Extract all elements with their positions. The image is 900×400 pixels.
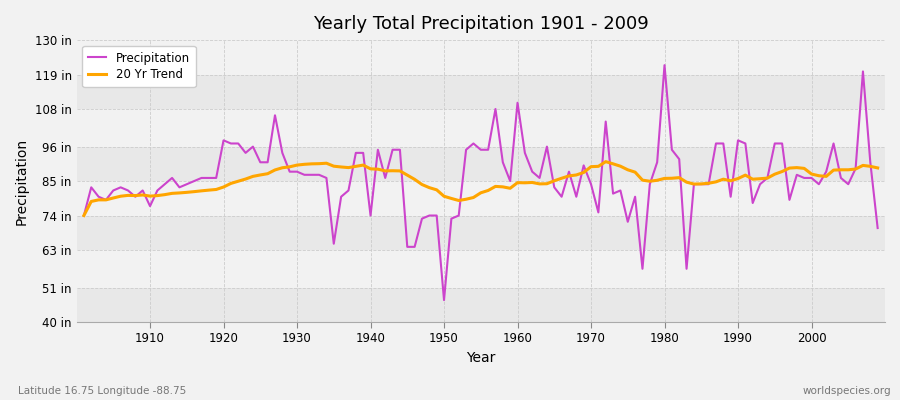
20 Yr Trend [343, 165, 354, 170]
Precipitation [299, 172, 310, 177]
Text: Latitude 16.75 Longitude -88.75: Latitude 16.75 Longitude -88.75 [18, 386, 186, 396]
Precipitation [608, 191, 618, 196]
Precipitation [78, 213, 89, 218]
Bar [76, 216, 885, 250]
20 Yr Trend [299, 162, 310, 167]
Precipitation [512, 100, 523, 105]
Bar [76, 147, 885, 181]
Line: 20 Yr Trend: 20 Yr Trend [84, 162, 878, 216]
Precipitation [138, 188, 148, 193]
20 Yr Trend [608, 162, 618, 166]
Precipitation [659, 63, 670, 68]
Text: worldspecies.org: worldspecies.org [803, 386, 891, 396]
Precipitation [872, 226, 883, 230]
20 Yr Trend [505, 186, 516, 191]
Legend: Precipitation, 20 Yr Trend: Precipitation, 20 Yr Trend [83, 46, 195, 87]
Precipitation [519, 150, 530, 155]
Line: Precipitation: Precipitation [84, 65, 878, 300]
Bar [76, 288, 885, 322]
Precipitation [438, 298, 449, 302]
Bar [76, 40, 885, 74]
20 Yr Trend [512, 180, 523, 185]
20 Yr Trend [600, 159, 611, 164]
Title: Yearly Total Precipitation 1901 - 2009: Yearly Total Precipitation 1901 - 2009 [313, 15, 649, 33]
20 Yr Trend [78, 213, 89, 218]
Precipitation [343, 188, 354, 193]
Bar [76, 109, 885, 147]
Bar [76, 181, 885, 216]
Bar [76, 74, 885, 109]
Bar [76, 250, 885, 288]
20 Yr Trend [138, 192, 148, 197]
20 Yr Trend [872, 166, 883, 170]
X-axis label: Year: Year [466, 351, 496, 365]
Y-axis label: Precipitation: Precipitation [15, 138, 29, 225]
